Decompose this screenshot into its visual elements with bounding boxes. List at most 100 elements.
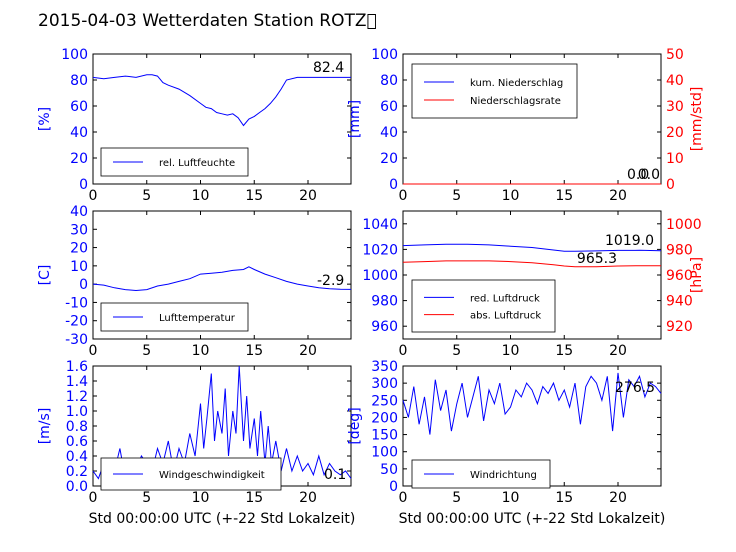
y-tick-label: 100 (371, 445, 398, 461)
x-tick-label: 15 (245, 188, 263, 204)
x-tick-label: 0 (399, 188, 408, 204)
legend-label: kum. Niederschlag (470, 78, 563, 89)
y-tick-label: 1.6 (66, 359, 88, 375)
y-tick-label: 100 (61, 47, 88, 63)
x-tick-label: 15 (245, 490, 263, 506)
y-tick-label: 1040 (362, 217, 398, 233)
y-axis-label: [%] (37, 107, 53, 131)
legend-label: Windgeschwindigkeit (159, 470, 265, 481)
current-value-label: 0.1 (324, 467, 346, 483)
plot-frame (92, 53, 352, 185)
panel-3: 0 5 10 15 20 -30 -20 -10 0 10 20 30 40 [C] Lufttempera… (37, 204, 352, 359)
current-value-label: 0.0 (627, 167, 649, 183)
legend-box (411, 63, 578, 119)
legend-label: abs. Luftdruck (470, 311, 541, 322)
series-line-1 (92, 365, 352, 481)
legend-label: red. Luftdruck (470, 293, 540, 304)
y2-tick-label: 20 (666, 125, 684, 141)
x-tick-label: 10 (192, 490, 210, 506)
y-tick-label: 980 (371, 294, 398, 310)
x-tick-label: 15 (555, 343, 573, 359)
y-tick-label: 20 (380, 151, 398, 167)
y2-tick-label: 0 (666, 177, 675, 193)
y-tick-label: 0 (389, 479, 398, 495)
plot-frame (92, 210, 352, 340)
y2-tick-label: 10 (666, 151, 684, 167)
x-tick-label: 20 (609, 188, 627, 204)
y2-tick-label: 30 (666, 99, 684, 115)
y2-tick-label: 940 (666, 294, 693, 310)
y-tick-label: 1.0 (66, 404, 88, 420)
legend-label: Lufttemperatur (159, 313, 236, 324)
y-axis-label: [deg] (347, 407, 363, 444)
x-tick-label: 15 (555, 188, 573, 204)
y-tick-label: 0.4 (66, 449, 88, 465)
x-tick-label: 0 (399, 490, 408, 506)
x-tick-label: 5 (452, 343, 461, 359)
y2-tick-label: 50 (666, 47, 684, 63)
y2-axis-label: [mm/std] (689, 87, 705, 152)
y2-tick-label: 920 (666, 319, 693, 335)
x-tick-label: 10 (502, 490, 520, 506)
panel-4: 0 5 10 15 20 960 980 1000 1020 1040 920 940 960 980 10… (362, 210, 705, 359)
panel-2: 0 5 10 15 20 0 20 40 60 80 100 0 10 20 30 40 50 [mm/std] [… (347, 47, 705, 204)
y-tick-label: -30 (65, 332, 88, 348)
panel-1: 0 5 10 15 20 0 20 40 60 80 100 [%] rel. Luftfeuchte 8… (37, 47, 352, 204)
legend-box (411, 279, 556, 333)
y-tick-label: 1020 (362, 242, 398, 258)
series-line-2 (402, 260, 661, 268)
y-tick-label: 20 (70, 151, 88, 167)
y-axis-label: [m/s] (37, 408, 53, 445)
y-tick-label: 0.6 (66, 434, 88, 450)
y-axis-label: [mm] (347, 100, 363, 138)
y-tick-label: 50 (380, 462, 398, 478)
y2-tick-label: 1000 (666, 217, 702, 233)
y-tick-label: 40 (380, 125, 398, 141)
figure-title: 2015-04-03 Wetterdaten Station ROTZ  (38, 11, 377, 31)
x-tick-label: 0 (89, 343, 98, 359)
y-tick-label: 80 (380, 73, 398, 89)
x-tick-label: 20 (299, 343, 317, 359)
x-tick-label: 10 (502, 188, 520, 204)
x-tick-label: 20 (609, 343, 627, 359)
x-tick-label: 5 (142, 343, 151, 359)
y-tick-label: 0 (79, 177, 88, 193)
y-tick-label: 250 (371, 393, 398, 409)
current-value-label: 276.5 (615, 380, 655, 396)
x-tick-label: 5 (452, 188, 461, 204)
y-tick-label: 1000 (362, 268, 398, 284)
y-tick-label: 20 (70, 241, 88, 257)
y-tick-label: 0.0 (66, 479, 88, 495)
y-tick-label: 960 (371, 319, 398, 335)
y-tick-label: 200 (371, 410, 398, 426)
y-tick-label: 300 (371, 376, 398, 392)
y-tick-label: 100 (371, 47, 398, 63)
x-tick-label: 0 (399, 343, 408, 359)
x-tick-label: 10 (192, 343, 210, 359)
current-value-label-2: 0.0 (638, 167, 660, 183)
x-tick-label: 20 (299, 490, 317, 506)
x-tick-label: 0 (89, 188, 98, 204)
y-tick-label: -10 (65, 295, 88, 311)
x-tick-label: 5 (142, 490, 151, 506)
current-value-label: 1019.0 (605, 233, 654, 249)
y-tick-label: 0 (79, 277, 88, 293)
series-line-1 (402, 243, 662, 252)
legend-label: rel. Luftfeuchte (159, 158, 235, 169)
y-tick-label: 1.4 (66, 374, 88, 390)
series-line-1 (92, 266, 352, 292)
x-tick-label: 5 (452, 490, 461, 506)
x-axis-label: Std 00:00:00 UTC (+-22 Std Lokalzeit) (89, 511, 356, 527)
current-value-label-2: 965.3 (577, 251, 617, 267)
y-tick-label: 10 (70, 259, 88, 275)
y-tick-label: 0 (389, 177, 398, 193)
y-axis-label: [C] (37, 265, 53, 286)
y-tick-label: 0.8 (66, 419, 88, 435)
y2-axis-label: [hPa] (689, 257, 705, 293)
y-tick-label: 80 (70, 73, 88, 89)
x-tick-label: 5 (142, 188, 151, 204)
x-tick-label: 10 (192, 188, 210, 204)
y-tick-label: 30 (70, 222, 88, 238)
y-tick-label: 60 (70, 99, 88, 115)
